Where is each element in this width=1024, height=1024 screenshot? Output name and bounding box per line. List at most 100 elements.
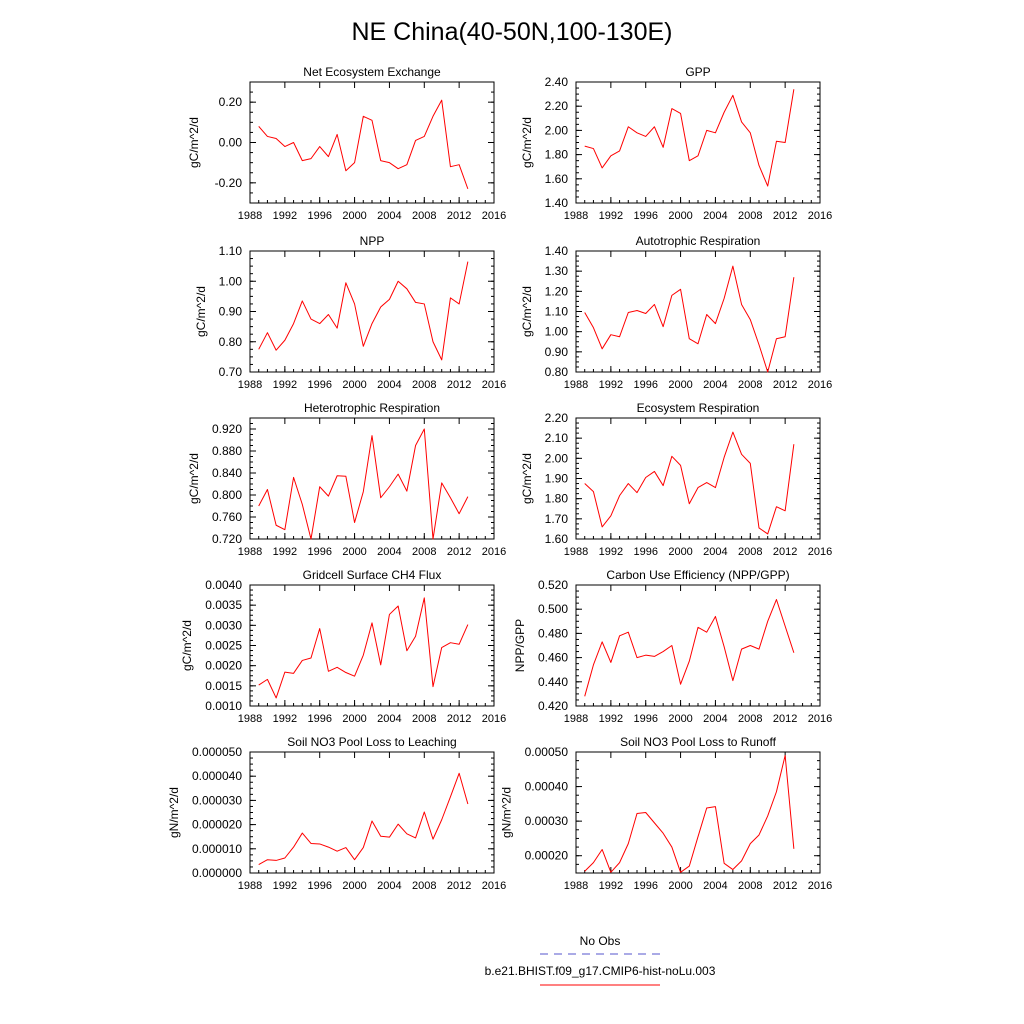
y-tick-label: 0.000010 — [192, 842, 242, 856]
y-tick-label: 0.90 — [219, 305, 243, 319]
x-tick-label: 2008 — [738, 210, 762, 222]
y-tick-label: 0.760 — [212, 510, 242, 524]
legend-model-label: b.e21.BHIST.f09_g17.CMIP6-hist-noLu.003 — [485, 964, 716, 978]
y-axis-label: gC/m^2/d — [187, 453, 201, 504]
y-tick-label: 0.00 — [219, 136, 243, 150]
series-line — [258, 261, 469, 361]
x-tick-label: 2000 — [342, 880, 366, 892]
y-tick-label: 0.0040 — [205, 578, 242, 592]
x-tick-label: 2016 — [808, 546, 832, 558]
x-tick-label: 2000 — [342, 210, 366, 222]
x-tick-label: 1996 — [633, 546, 657, 558]
y-tick-label: 0.90 — [545, 345, 569, 359]
series-line — [258, 597, 469, 699]
y-tick-label: 1.70 — [545, 512, 569, 526]
y-tick-label: -0.20 — [215, 176, 243, 190]
x-tick-label: 2000 — [668, 713, 692, 725]
y-tick-label: 0.20 — [219, 95, 243, 109]
x-tick-label: 2012 — [447, 210, 471, 222]
y-tick-label: 1.00 — [545, 325, 569, 339]
x-tick-label: 1996 — [633, 713, 657, 725]
x-tick-label: 1996 — [307, 713, 331, 725]
x-tick-label: 2008 — [412, 880, 436, 892]
y-tick-label: 1.10 — [545, 305, 569, 319]
x-tick-label: 2016 — [482, 379, 506, 391]
x-tick-label: 1992 — [273, 210, 297, 222]
y-axis-label: gC/m^2/d — [194, 286, 208, 337]
y-tick-label: 0.000040 — [192, 769, 242, 783]
x-tick-label: 1988 — [564, 713, 588, 725]
y-tick-label: 1.80 — [545, 148, 569, 162]
x-tick-label: 1992 — [273, 713, 297, 725]
y-tick-label: 0.720 — [212, 532, 242, 546]
y-axis-label: gC/m^2/d — [520, 117, 534, 168]
x-tick-label: 2012 — [447, 713, 471, 725]
y-tick-label: 0.520 — [538, 578, 568, 592]
x-tick-label: 1988 — [564, 880, 588, 892]
x-tick-label: 2016 — [482, 880, 506, 892]
legend: No Obs b.e21.BHIST.f09_g17.CMIP6-hist-no… — [485, 934, 716, 986]
x-tick-label: 2016 — [482, 713, 506, 725]
panel-title: GPP — [685, 65, 710, 79]
x-tick-label: 2016 — [808, 880, 832, 892]
series-line — [584, 599, 795, 697]
panel: NPP 1988 1992 1996 2000 2004 2008 2012 2016 0.70 0… — [194, 234, 506, 391]
y-tick-label: 0.480 — [538, 626, 568, 640]
x-tick-label: 2000 — [668, 880, 692, 892]
plot-frame — [575, 417, 821, 540]
x-tick-label: 2004 — [377, 379, 401, 391]
y-tick-label: 0.80 — [545, 365, 569, 379]
x-tick-label: 2004 — [377, 713, 401, 725]
y-tick-label: 0.0035 — [205, 598, 242, 612]
x-tick-label: 2016 — [808, 379, 832, 391]
x-tick-label: 2008 — [412, 713, 436, 725]
series-line — [258, 772, 469, 865]
x-tick-label: 1992 — [599, 880, 623, 892]
y-tick-label: 0.00020 — [525, 849, 569, 863]
y-tick-label: 0.880 — [212, 444, 242, 458]
y-tick-label: 1.60 — [545, 172, 569, 186]
y-tick-label: 1.40 — [545, 244, 569, 258]
y-tick-label: 0.420 — [538, 699, 568, 713]
x-tick-label: 1992 — [273, 880, 297, 892]
y-tick-label: 0.000020 — [192, 818, 242, 832]
series-line — [584, 89, 795, 187]
x-tick-label: 2016 — [808, 210, 832, 222]
y-tick-label: 2.00 — [545, 451, 569, 465]
panel-title: Net Ecosystem Exchange — [303, 65, 441, 79]
y-tick-label: 0.500 — [538, 602, 568, 616]
y-tick-label: 0.0030 — [205, 618, 242, 632]
x-tick-label: 2000 — [342, 713, 366, 725]
x-tick-label: 2000 — [668, 546, 692, 558]
panel: Net Ecosystem Exchange 1988 1992 1996 2000 20… — [187, 65, 506, 222]
legend-obs-label: No Obs — [580, 934, 621, 948]
figure-title: NE China(40-50N,100-130E) — [351, 18, 672, 46]
plot-frame — [249, 250, 495, 373]
plot-frame — [249, 584, 495, 707]
x-tick-label: 2004 — [703, 880, 727, 892]
y-tick-label: 0.80 — [219, 335, 243, 349]
x-tick-label: 1992 — [599, 210, 623, 222]
y-tick-label: 0.000000 — [192, 866, 242, 880]
series-line — [584, 754, 795, 873]
series-line — [258, 99, 469, 190]
panel: Soil NO3 Pool Loss to Runoff 1988 1992 1996… — [499, 735, 832, 892]
x-tick-label: 2012 — [447, 546, 471, 558]
y-tick-label: 0.0015 — [205, 679, 242, 693]
x-tick-label: 1992 — [599, 713, 623, 725]
x-tick-label: 2012 — [773, 713, 797, 725]
x-tick-label: 1988 — [564, 379, 588, 391]
x-tick-label: 1996 — [307, 880, 331, 892]
x-tick-label: 2012 — [447, 880, 471, 892]
y-axis-label: gN/m^2/d — [499, 787, 513, 838]
x-tick-label: 2004 — [703, 379, 727, 391]
panel-title: NPP — [360, 234, 385, 248]
panel: Carbon Use Efficiency (NPP/GPP) 1988 1992 1… — [513, 568, 832, 725]
y-tick-label: 1.80 — [545, 492, 569, 506]
x-tick-label: 2008 — [738, 880, 762, 892]
x-tick-label: 2012 — [773, 546, 797, 558]
x-tick-label: 1988 — [238, 546, 262, 558]
panel-title: Autotrophic Respiration — [636, 234, 761, 248]
y-tick-label: 1.60 — [545, 532, 569, 546]
y-tick-label: 0.000050 — [192, 745, 242, 759]
